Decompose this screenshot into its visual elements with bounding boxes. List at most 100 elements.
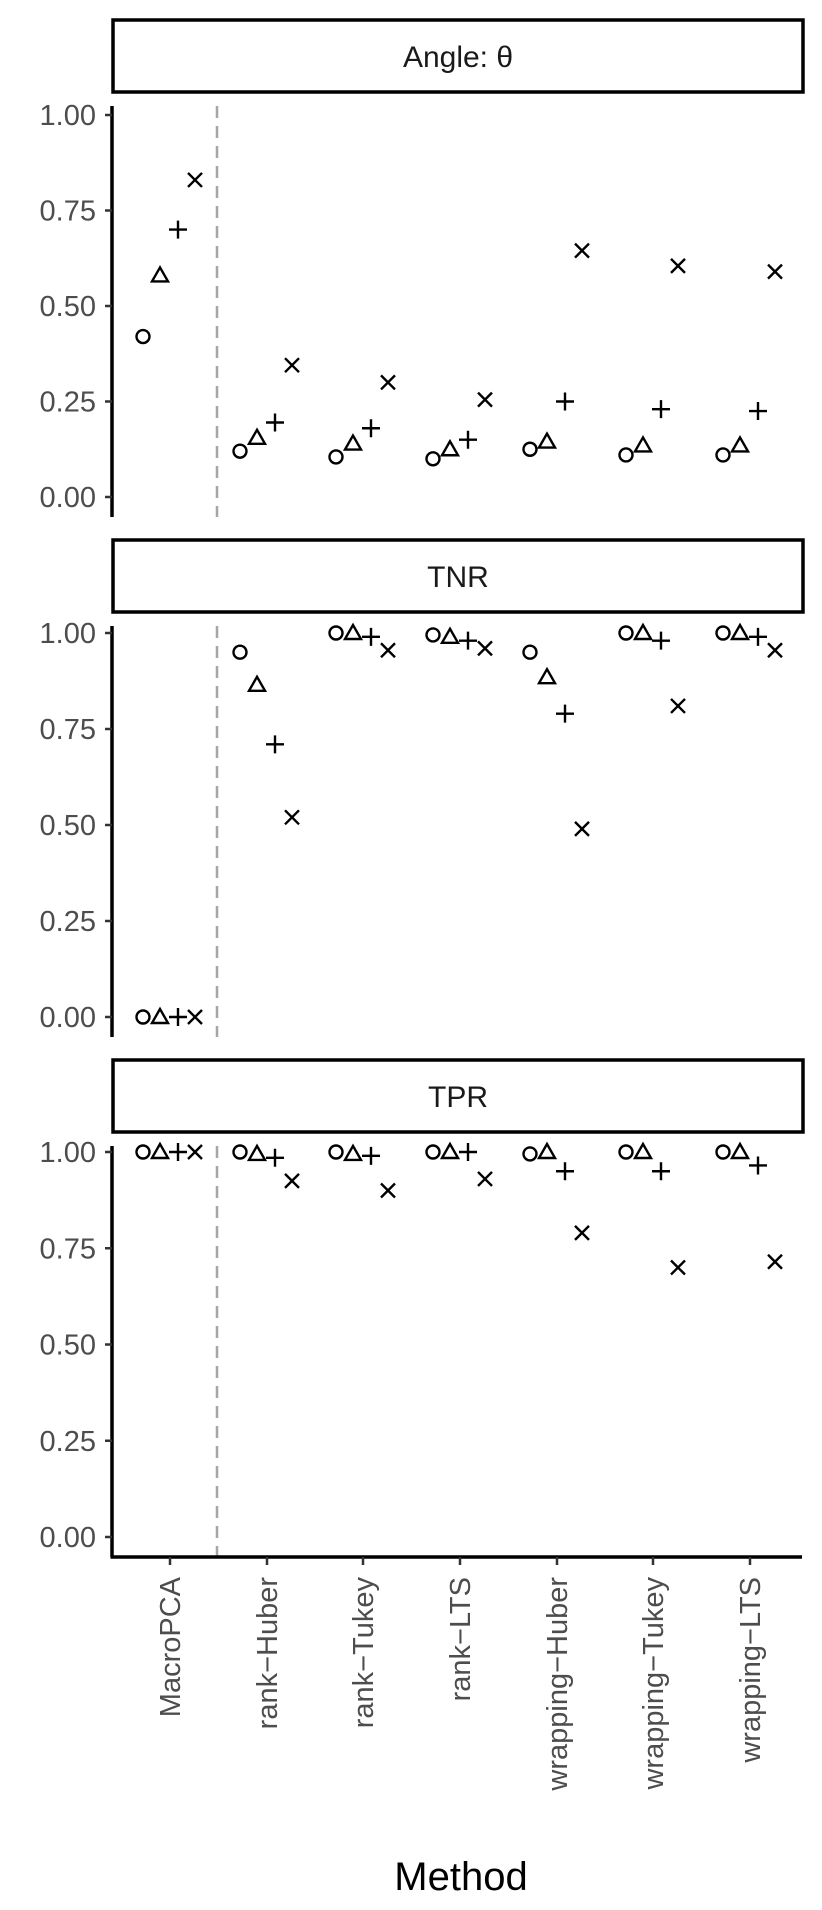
cross-point — [574, 242, 590, 259]
plus-point — [749, 1156, 767, 1175]
cross-point — [477, 1171, 493, 1187]
x-tick-label: rank−Huber — [252, 1577, 284, 1730]
cross-point — [767, 1253, 783, 1270]
triangle-point — [536, 1141, 558, 1160]
circle-point — [715, 1144, 731, 1160]
circle-point — [522, 441, 538, 457]
y-tick-label: 0.50 — [40, 291, 96, 323]
circle-point — [328, 1144, 344, 1160]
cross-point — [187, 172, 203, 188]
x-tick-label: wrapping−LTS — [735, 1577, 767, 1764]
circle-point — [715, 447, 731, 463]
y-tick-label: 0.25 — [40, 1426, 96, 1458]
cross-point — [767, 263, 783, 280]
x-tick-label: wrapping−Huber — [542, 1577, 574, 1792]
plus-point — [362, 419, 380, 438]
triangle-point — [149, 265, 171, 283]
cross-point — [380, 642, 396, 659]
triangle-point — [632, 622, 654, 641]
y-tick-label: 0.00 — [40, 1002, 96, 1034]
circle-point — [425, 1144, 441, 1160]
plus-point — [266, 413, 284, 432]
plus-point — [362, 627, 380, 646]
plus-point — [459, 430, 477, 449]
circle-point — [232, 644, 248, 660]
plus-point — [169, 1143, 187, 1161]
plus-point — [749, 402, 767, 421]
circle-point — [425, 451, 441, 467]
y-tick-label: 0.75 — [40, 714, 96, 746]
plus-point — [266, 1148, 284, 1167]
cross-point — [380, 374, 396, 391]
circle-point — [618, 447, 634, 463]
cross-point — [670, 1259, 686, 1276]
x-tick-label: rank−Tukey — [348, 1577, 380, 1729]
triangle-point — [342, 1143, 364, 1162]
triangle-point — [342, 433, 364, 451]
facet-panel-1: Angle: θ 0.00 0.25 0.50 0.75 1.00 — [40, 18, 805, 517]
y-tick-label: 0.50 — [40, 810, 96, 842]
x-tick-label: MacroPCA — [155, 1576, 187, 1717]
cross-point — [477, 640, 493, 657]
y-tick-label: 0.25 — [40, 387, 96, 419]
triangle-point — [149, 1006, 171, 1025]
triangle-point — [342, 622, 364, 641]
plus-point — [749, 627, 767, 646]
x-tick-label: rank−LTS — [445, 1577, 477, 1701]
y-tick-label: 0.50 — [40, 1330, 96, 1362]
triangle-point — [632, 435, 654, 453]
plus-point — [652, 1162, 670, 1181]
plus-point — [169, 1008, 187, 1026]
cross-point — [187, 1009, 203, 1025]
circle-point — [425, 627, 441, 643]
facet-title: TPR — [428, 1081, 488, 1114]
cross-point — [670, 698, 686, 714]
y-tick-label: 0.75 — [40, 196, 96, 228]
cross-point — [477, 391, 493, 408]
triangle-point — [246, 427, 268, 445]
cross-point — [670, 258, 686, 274]
plus-point — [459, 631, 477, 650]
y-tick-label: 1.00 — [40, 1137, 96, 1169]
facet-panel-2: TNR 0.00 0.25 0.50 0.75 1.00 — [40, 538, 805, 1037]
triangle-point — [729, 622, 751, 641]
triangle-point — [439, 626, 461, 645]
circle-point — [135, 1009, 151, 1025]
circle-point — [328, 625, 344, 641]
triangle-point — [149, 1141, 171, 1160]
plus-point — [169, 220, 187, 239]
y-tick-label: 0.00 — [40, 1522, 96, 1554]
plus-point — [652, 631, 670, 650]
cross-point — [187, 1144, 203, 1160]
plus-point — [652, 400, 670, 419]
cross-point — [380, 1182, 396, 1199]
y-tick-label: 0.75 — [40, 1233, 96, 1265]
circle-point — [135, 1144, 151, 1160]
triangle-point — [632, 1141, 654, 1160]
circle-point — [135, 328, 151, 345]
cross-point — [574, 820, 590, 837]
cross-point — [767, 642, 783, 659]
y-tick-label: 0.25 — [40, 906, 96, 938]
circle-point — [522, 644, 538, 660]
circle-point — [618, 1144, 634, 1160]
cross-point — [284, 809, 300, 826]
facet-strip — [111, 18, 805, 94]
circle-point — [232, 1144, 248, 1160]
circle-point — [618, 625, 634, 641]
cross-point — [284, 1173, 300, 1189]
triangle-point — [536, 666, 558, 685]
triangle-point — [439, 1141, 461, 1160]
facet-title: Angle: θ — [403, 41, 513, 74]
plus-point — [556, 704, 574, 723]
plus-point — [362, 1146, 380, 1165]
triangle-point — [729, 1141, 751, 1160]
triangle-point — [246, 1143, 268, 1162]
facet-strip — [111, 1058, 805, 1134]
y-tick-label: 0.00 — [40, 482, 96, 514]
cross-point — [284, 357, 300, 374]
plus-point — [459, 1143, 477, 1161]
facet-strip — [111, 538, 805, 614]
circle-point — [328, 449, 344, 465]
